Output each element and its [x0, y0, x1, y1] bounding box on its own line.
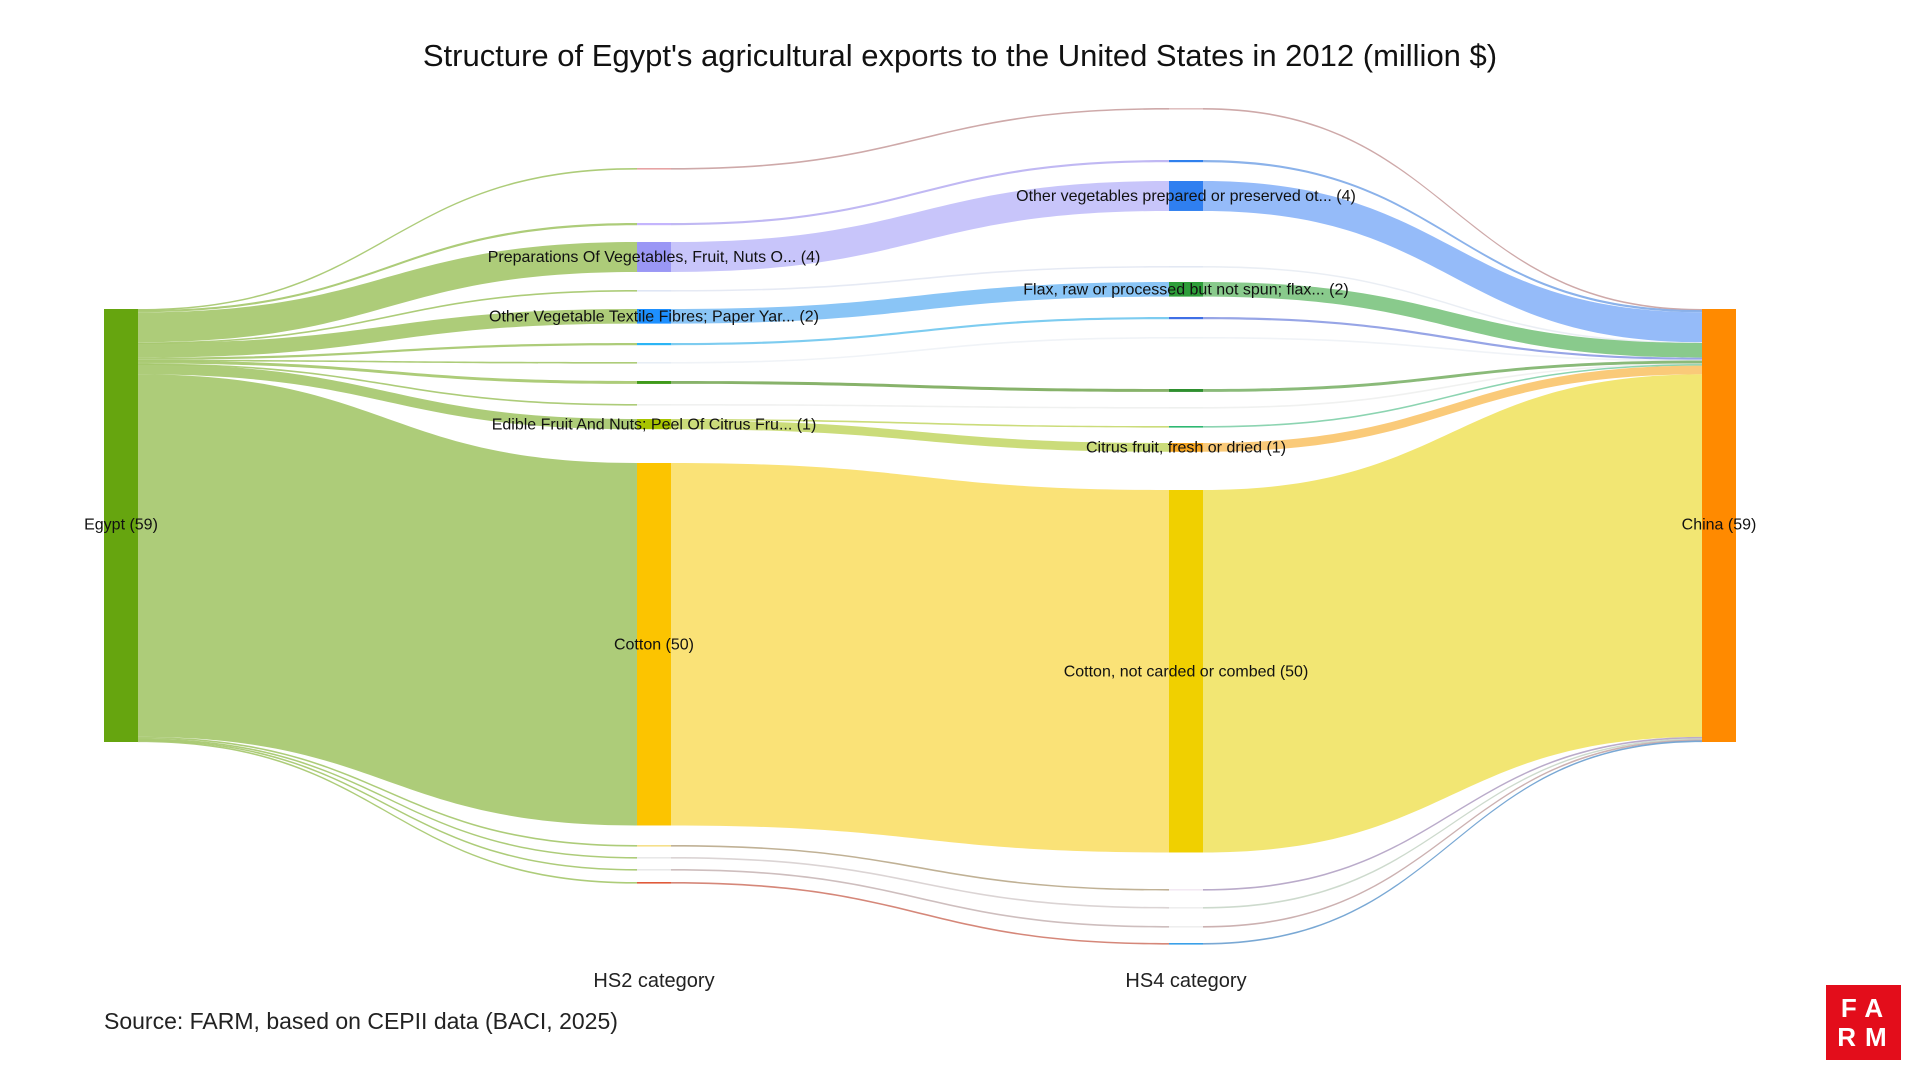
- node-hs4: [1169, 266, 1203, 268]
- node-hs2: [637, 882, 671, 884]
- link-hs2-hs4: [671, 857, 1169, 909]
- link-egypt-hs2: [138, 359, 637, 364]
- link-egypt-hs2: [138, 364, 637, 430]
- link-hs4-china: [1203, 160, 1702, 313]
- node-hs2: [637, 404, 671, 406]
- link-hs2-hs4: [671, 404, 1169, 409]
- link-hs4-china: [1203, 282, 1702, 358]
- node-label-hs2: Cotton (50): [614, 636, 694, 653]
- link-hs2-hs4: [671, 337, 1169, 364]
- link-egypt-hs2: [138, 740, 637, 884]
- node-hs4: [1169, 907, 1203, 909]
- node-label-hs2: Preparations Of Vegetables, Fruit, Nuts …: [488, 249, 821, 266]
- node-hs2: [637, 845, 671, 847]
- link-hs4-china: [1203, 365, 1702, 452]
- node-hs4: [1169, 926, 1203, 928]
- link-hs2-hs4: [671, 160, 1169, 226]
- link-egypt-hs2: [138, 360, 637, 384]
- node-hs4: [1169, 181, 1203, 211]
- link-egypt-hs2: [138, 168, 637, 311]
- link-hs4-china: [1203, 363, 1702, 409]
- node-hs2: [637, 168, 671, 170]
- node-hs4: [1169, 108, 1203, 110]
- link-hs2-hs4: [671, 266, 1169, 292]
- link-hs2-hs4: [671, 108, 1169, 170]
- node-hs4: [1169, 426, 1203, 428]
- logo-line-2: RM: [1837, 1021, 1896, 1052]
- node-hs2: [637, 309, 671, 324]
- link-egypt-hs2: [138, 290, 637, 344]
- link-hs4-china: [1203, 364, 1702, 428]
- node-egypt: [104, 309, 138, 742]
- axis-label-hs4: HS4 category: [1125, 970, 1247, 992]
- node-hs2: [637, 419, 671, 430]
- node-label-hs2: Other Vegetable Textile Fibres; Paper Ya…: [489, 309, 819, 326]
- link-hs4-china: [1203, 739, 1702, 928]
- node-hs2: [637, 290, 671, 292]
- node-hs4: [1169, 407, 1203, 409]
- node-hs2: [637, 381, 671, 384]
- link-egypt-hs2: [138, 736, 637, 847]
- node-label-hs2: Edible Fruit And Nuts; Peel Of Citrus Fr…: [492, 416, 817, 433]
- node-hs2: [637, 463, 671, 826]
- link-hs4-china: [1203, 337, 1702, 362]
- link-egypt-hs2: [138, 223, 637, 313]
- link-egypt-hs2: [138, 309, 637, 358]
- node-hs4: [1169, 317, 1203, 320]
- link-hs2-hs4: [671, 845, 1169, 891]
- node-label-hs4: Other vegetables prepared or preserved o…: [1016, 188, 1356, 205]
- link-hs4-china: [1203, 738, 1702, 909]
- link-hs2-hs4: [671, 282, 1169, 324]
- node-hs4: [1169, 443, 1203, 452]
- link-hs2-hs4: [671, 181, 1169, 272]
- link-hs4-china: [1203, 740, 1702, 945]
- axis-label-hs2: HS2 category: [593, 970, 715, 992]
- link-egypt-hs2: [138, 739, 637, 871]
- link-hs2-hs4: [671, 381, 1169, 392]
- node-hs4: [1169, 160, 1203, 163]
- node-label-hs4: Citrus fruit, fresh or dried (1): [1086, 440, 1286, 457]
- farm-logo: FA RM: [1826, 985, 1901, 1060]
- node-hs4: [1169, 490, 1203, 853]
- node-label-china: China (59): [1682, 517, 1757, 534]
- link-egypt-hs2: [138, 242, 637, 343]
- link-hs2-hs4: [671, 463, 1169, 853]
- node-china: [1702, 309, 1736, 742]
- link-hs4-china: [1203, 108, 1702, 311]
- node-hs2: [637, 869, 671, 871]
- node-label-hs4: Flax, raw or processed but not spun; fla…: [1023, 282, 1348, 299]
- source-note: Source: FARM, based on CEPII data (BACI,…: [104, 1008, 618, 1034]
- node-hs2: [637, 242, 671, 272]
- link-hs4-china: [1203, 317, 1702, 360]
- node-hs4: [1169, 389, 1203, 392]
- logo-line-1: FA: [1840, 992, 1893, 1023]
- link-hs4-china: [1203, 374, 1702, 853]
- link-hs4-china: [1203, 181, 1702, 343]
- node-label-hs4: Cotton, not carded or combed (50): [1064, 663, 1309, 680]
- node-hs2: [637, 343, 671, 346]
- link-hs2-hs4: [671, 419, 1169, 428]
- node-label-egypt: Egypt (59): [84, 517, 158, 534]
- link-hs2-hs4: [671, 869, 1169, 928]
- node-hs4: [1169, 943, 1203, 945]
- node-hs2: [637, 857, 671, 859]
- link-egypt-hs2: [138, 374, 637, 826]
- link-egypt-hs2: [138, 343, 637, 360]
- node-hs4: [1169, 282, 1203, 297]
- link-egypt-hs2: [138, 363, 637, 406]
- link-hs2-hs4: [671, 317, 1169, 346]
- link-hs2-hs4: [671, 420, 1169, 452]
- link-hs2-hs4: [671, 882, 1169, 945]
- link-hs4-china: [1203, 736, 1702, 891]
- link-hs4-china: [1203, 266, 1702, 344]
- link-egypt-hs2: [138, 738, 637, 859]
- chart-title: Structure of Egypt's agricultural export…: [422, 38, 1498, 73]
- node-hs2: [637, 223, 671, 226]
- node-hs2: [637, 362, 671, 364]
- node-hs4: [1169, 889, 1203, 891]
- node-hs4: [1169, 337, 1203, 339]
- link-hs4-china: [1203, 360, 1702, 392]
